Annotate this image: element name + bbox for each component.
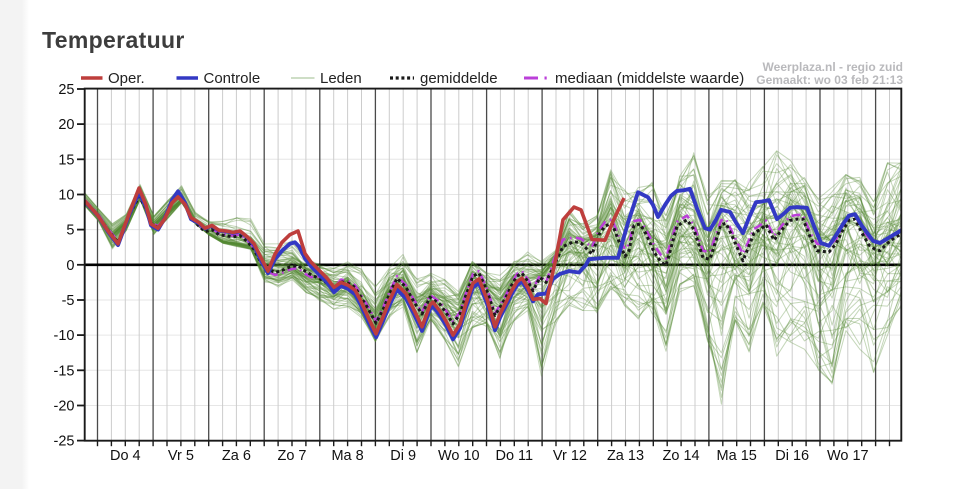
- svg-text:Wo 10: Wo 10: [438, 448, 480, 464]
- svg-text:Do 11: Do 11: [495, 448, 533, 464]
- svg-text:5: 5: [66, 223, 74, 239]
- svg-text:mediaan (middelste waarde): mediaan (middelste waarde): [555, 70, 744, 87]
- svg-text:Ma 8: Ma 8: [331, 448, 363, 464]
- svg-text:Gemaakt: wo 03 feb 21:13: Gemaakt: wo 03 feb 21:13: [756, 73, 903, 87]
- svg-text:Temperatuur: Temperatuur: [42, 27, 185, 53]
- svg-text:25: 25: [58, 82, 74, 98]
- svg-text:Zo 7: Zo 7: [277, 448, 306, 464]
- svg-text:Oper.: Oper.: [108, 70, 145, 87]
- svg-text:-25: -25: [54, 434, 75, 450]
- svg-text:Zo 14: Zo 14: [663, 448, 700, 464]
- svg-text:10: 10: [58, 188, 74, 204]
- svg-text:Za 13: Za 13: [607, 448, 644, 464]
- svg-text:-20: -20: [54, 399, 75, 415]
- svg-text:Za 6: Za 6: [222, 448, 251, 464]
- svg-text:Do 4: Do 4: [110, 448, 141, 464]
- svg-text:-10: -10: [54, 328, 75, 344]
- svg-text:Vr 5: Vr 5: [168, 448, 194, 464]
- svg-text:20: 20: [58, 117, 74, 133]
- svg-text:Di 9: Di 9: [390, 448, 416, 464]
- svg-text:-15: -15: [54, 363, 75, 379]
- svg-text:gemiddelde: gemiddelde: [420, 70, 498, 87]
- svg-text:-5: -5: [62, 293, 75, 309]
- svg-text:Di 16: Di 16: [775, 448, 809, 464]
- svg-text:Vr 12: Vr 12: [553, 448, 587, 464]
- svg-text:Ma 15: Ma 15: [717, 448, 757, 464]
- svg-text:Weerplaza.nl - regio zuid: Weerplaza.nl - regio zuid: [763, 60, 903, 74]
- svg-text:Wo 17: Wo 17: [827, 448, 869, 464]
- svg-text:0: 0: [66, 258, 74, 274]
- svg-text:Controle: Controle: [204, 70, 261, 87]
- svg-text:Leden: Leden: [320, 70, 362, 87]
- svg-text:15: 15: [58, 152, 74, 168]
